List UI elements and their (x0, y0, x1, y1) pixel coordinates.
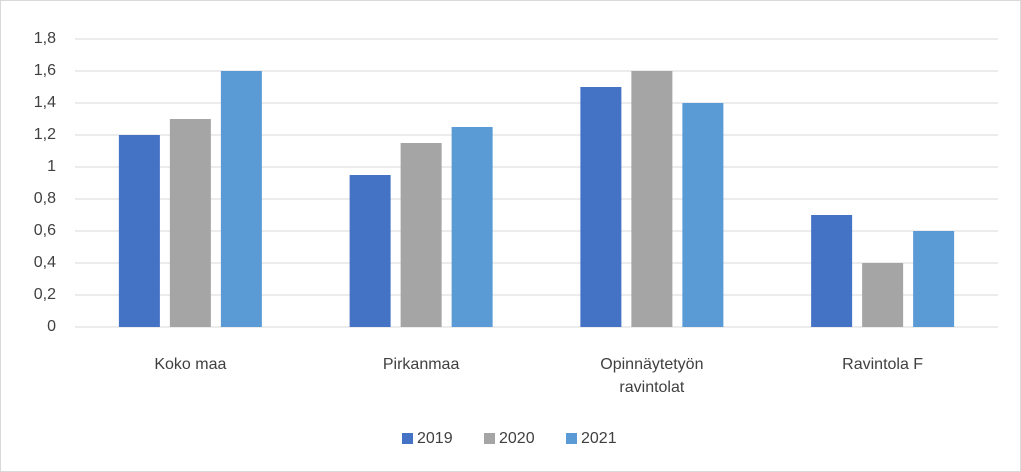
legend-swatch (484, 433, 495, 444)
bar (580, 87, 622, 327)
bar (682, 103, 724, 327)
x-tick-label: Ravintola F (842, 356, 924, 373)
bar (913, 231, 955, 327)
bar (811, 215, 853, 327)
x-tick-label: Opinnäytetyön ravintolat (600, 356, 704, 396)
y-tick-label: 1,6 (34, 62, 56, 79)
x-tick-label: Pirkanmaa (382, 356, 460, 373)
y-tick-label: 0,8 (34, 190, 56, 207)
bar (169, 119, 211, 327)
y-tick-label: 0 (47, 318, 56, 335)
legend-swatch (402, 433, 413, 444)
bar (631, 71, 673, 327)
y-tick-label: 1 (47, 158, 56, 175)
bar (451, 127, 493, 327)
y-tick-label: 0,6 (34, 222, 56, 239)
bar (349, 175, 391, 327)
x-tick-label: Koko maa (154, 356, 227, 373)
bar (220, 71, 262, 327)
y-tick-label: 0,2 (34, 286, 56, 303)
y-tick-label: 0,4 (34, 254, 56, 271)
y-tick-label: 1,2 (34, 126, 56, 143)
bar (862, 263, 904, 327)
legend-swatch (566, 433, 577, 444)
legend-label: 2021 (581, 430, 617, 447)
legend-label: 2019 (417, 430, 453, 447)
y-tick-label: 1,8 (34, 30, 56, 47)
bar (118, 135, 160, 327)
legend-label: 2020 (499, 430, 535, 447)
y-tick-label: 1,4 (34, 94, 56, 111)
bar (400, 143, 442, 327)
